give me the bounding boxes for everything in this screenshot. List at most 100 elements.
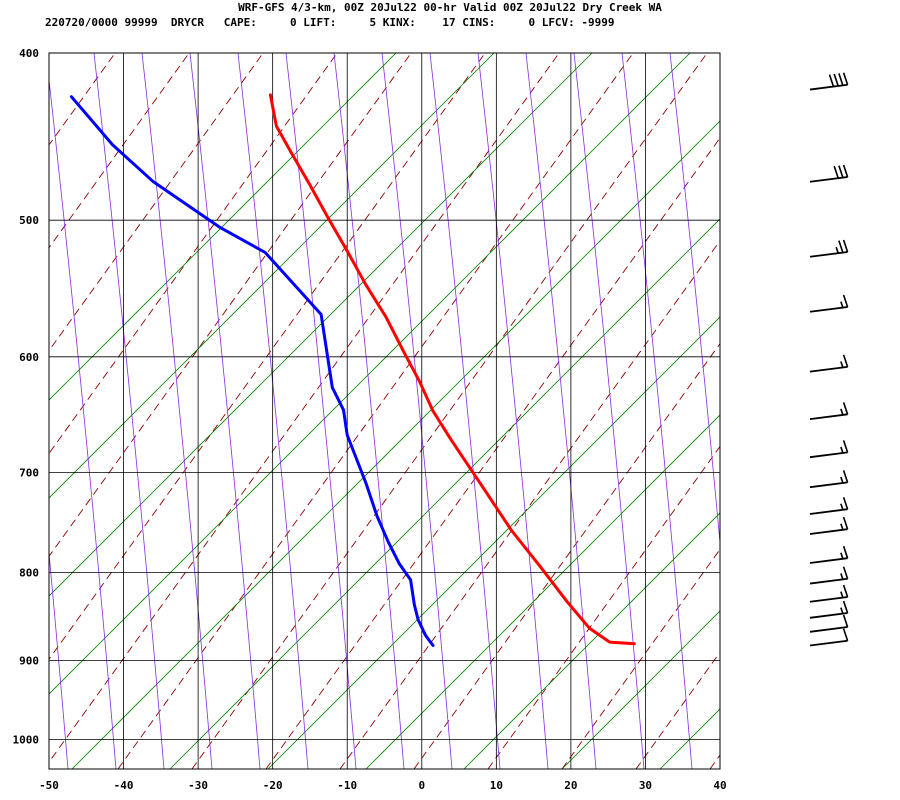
moist-adiabat: [0, 53, 20, 769]
mixing-ratio-line: [267, 316, 720, 769]
background-lines: [0, 0, 900, 769]
wind-barb-flag: [838, 240, 844, 253]
wind-barb-flag: [842, 600, 849, 614]
wind-barb-flag: [842, 516, 849, 530]
wind-barb: [809, 239, 849, 258]
wind-barb-shaft: [809, 176, 848, 183]
moist-adiabat: [429, 53, 501, 769]
wind-barb-flag: [842, 470, 849, 483]
temperature-profile: [268, 93, 636, 646]
mixing-ratio-line: [856, 0, 900, 769]
mixing-ratio-line: [463, 512, 720, 769]
wind-barb-half-flag: [840, 361, 844, 368]
dry-adiabat: [49, 53, 412, 558]
wind-barb-shaft: [809, 639, 848, 647]
moist-adiabat: [525, 53, 597, 769]
sounding-series: [69, 93, 636, 647]
wind-barb: [809, 164, 849, 183]
wind-barb-shaft: [809, 508, 848, 515]
wind-barb-flag: [828, 74, 835, 87]
wind-barb: [809, 440, 849, 459]
mixing-ratio-line: [169, 218, 720, 769]
wind-barb-flag: [842, 294, 849, 308]
wind-barb-shaft: [809, 251, 848, 258]
wind-barb-half-flag: [840, 607, 844, 614]
dry-adiabat: [49, 53, 116, 146]
wind-barb-flag: [833, 73, 839, 87]
wind-barb-half-flag: [840, 523, 844, 531]
x-tick-label: -30: [188, 779, 208, 792]
wind-barb-flag: [842, 496, 849, 510]
moist-adiabat: [573, 53, 645, 769]
wind-barb-half-flag: [840, 503, 844, 511]
moist-adiabat: [93, 53, 165, 769]
x-tick-label: -40: [114, 779, 134, 792]
wind-barb-flag: [842, 566, 849, 580]
x-axis-ticks: -50 -40 -30 -20 -10 0 10 20 30 40: [39, 779, 727, 792]
wind-barb-shaft: [809, 626, 848, 633]
wind-barb: [809, 545, 849, 564]
dry-adiabat: [49, 53, 486, 660]
y-tick-label: 500: [19, 214, 39, 227]
dry-adiabat: [339, 240, 720, 769]
dry-adiabat: [117, 53, 634, 769]
x-tick-label: -10: [337, 779, 357, 792]
wind-barb-half-flag: [840, 552, 844, 560]
wind-barb-flag: [838, 73, 844, 86]
y-axis-ticks: 400 500 600 700 800 900 1000: [13, 47, 40, 747]
sounding-indices: 220720/0000 99999 DRYCR CAPE: 0 LIFT: 5 …: [45, 16, 615, 29]
mixing-ratio-line: [49, 53, 495, 499]
wind-barb-flag: [833, 165, 839, 179]
wind-barb: [809, 614, 849, 633]
x-tick-label: 20: [564, 779, 577, 792]
wind-barb: [809, 584, 849, 603]
wind-barb-shaft: [809, 413, 848, 421]
moist-adiabat: [333, 53, 405, 769]
wind-barb-half-flag: [840, 573, 844, 580]
wind-barb-shaft: [809, 306, 848, 313]
y-tick-label: 800: [19, 566, 39, 579]
x-tick-label: 0: [418, 779, 425, 792]
mixing-ratio-line: [71, 120, 720, 769]
wind-barb-flag: [842, 545, 849, 559]
mixing-ratio-line: [561, 610, 720, 769]
wind-barb-shaft: [809, 365, 848, 373]
moist-adiabat: [381, 53, 453, 769]
moist-adiabat: [49, 76, 117, 769]
wind-barb-shaft: [809, 557, 848, 564]
wind-barb-flag: [842, 440, 849, 453]
dry-adiabat: [561, 548, 720, 769]
dry-adiabat: [487, 445, 720, 769]
dewpoint-profile: [69, 95, 435, 647]
dry-adiabat: [784, 0, 900, 769]
wind-barb-half-flag: [840, 408, 844, 416]
x-tick-label: -20: [263, 779, 283, 792]
dry-adiabat: [265, 137, 720, 769]
wind-barb-flag: [842, 628, 849, 641]
wind-barb-flag: [842, 239, 849, 253]
wind-barbs: [809, 72, 849, 647]
wind-barb-half-flag: [840, 446, 844, 454]
wind-barb-half-flag: [835, 246, 839, 254]
wind-barb-flag: [842, 584, 849, 598]
moist-adiabat: [237, 53, 309, 769]
wind-barb-shaft: [809, 451, 848, 459]
wind-barb-half-flag: [840, 591, 844, 598]
wind-barb: [809, 294, 849, 313]
wind-barb-flag: [842, 354, 849, 368]
mixing-ratio-line: [49, 53, 593, 597]
mixing-ratio-line: [365, 414, 720, 769]
moist-adiabat: [49, 548, 69, 769]
wind-barb: [809, 402, 849, 421]
y-tick-label: 1000: [13, 734, 40, 747]
wind-barb: [809, 72, 849, 91]
wind-barb-flag: [842, 614, 849, 628]
wind-barb-shaft: [809, 528, 848, 535]
wind-barb: [809, 496, 849, 515]
grid-lines: [49, 53, 720, 769]
mixing-ratio-line: [49, 53, 397, 401]
moist-adiabat: [477, 53, 549, 769]
dry-adiabat: [49, 53, 264, 352]
wind-barb-shaft: [809, 612, 848, 619]
